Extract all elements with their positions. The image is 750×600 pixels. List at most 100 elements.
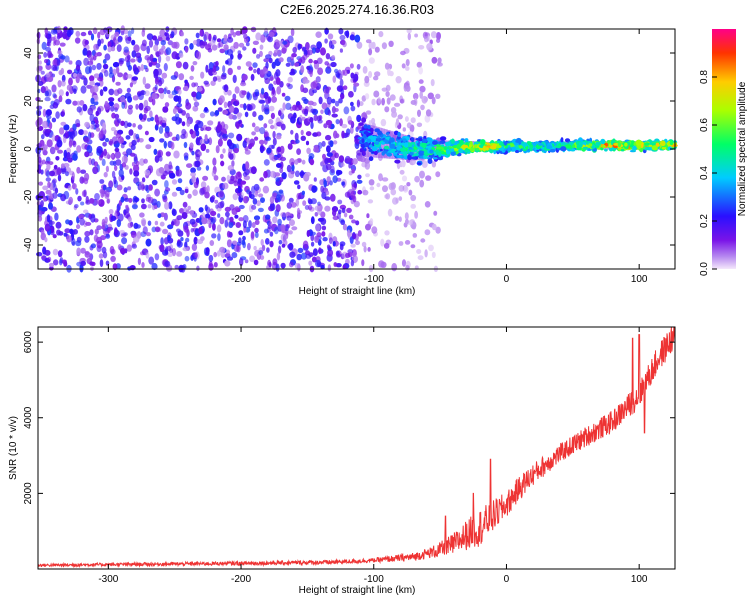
spectrogram-cell <box>103 69 109 77</box>
spectrogram-cell <box>272 130 276 139</box>
spectrogram-cell <box>402 150 408 157</box>
spectrogram-cell <box>315 259 321 268</box>
spectrogram-cell <box>193 101 200 107</box>
spectrogram-cell <box>251 122 256 128</box>
spectrogram-cell <box>271 96 277 103</box>
spectrogram-cell <box>348 214 354 220</box>
spectrogram-cell <box>269 196 275 204</box>
spectrogram-cell <box>253 215 261 221</box>
spectrogram-cell <box>129 58 136 63</box>
spectrogram-cell <box>194 252 198 259</box>
spectrogram-cell <box>303 108 309 117</box>
spectrogram-cell <box>246 91 250 100</box>
spectrogram-cell <box>47 181 51 188</box>
spectrogram-cell <box>160 237 164 246</box>
spectrogram-cell <box>294 132 299 141</box>
spectrogram-cell <box>74 204 79 209</box>
spectrogram-cell <box>307 197 312 204</box>
spectrogram-cell <box>410 100 417 105</box>
spectrogram-cell <box>289 158 295 166</box>
spectrogram-cell <box>343 212 348 218</box>
spectrogram-cell <box>284 95 291 102</box>
spectrogram-cell <box>332 241 336 247</box>
spectrogram-cell <box>141 177 146 183</box>
spectrogram-cell <box>52 234 57 239</box>
spectrogram-cell <box>218 41 224 48</box>
spectrogram-cell <box>141 39 147 47</box>
spectrogram-cell <box>389 137 395 143</box>
spectrogram-cell <box>49 122 53 130</box>
spectrogram-cell <box>293 180 300 185</box>
spectrogram-cell <box>95 127 101 132</box>
spectrogram-cell <box>296 253 303 261</box>
spectrogram-cell <box>368 156 374 162</box>
spectrogram-cell <box>262 67 269 75</box>
spectrogram-cell <box>313 177 317 182</box>
spectrogram-cell <box>55 221 62 229</box>
spectrogram-cell <box>424 35 429 43</box>
spectrogram-cell <box>361 112 367 119</box>
spectrogram-cell <box>211 44 218 51</box>
spectrogram-cell <box>263 58 270 63</box>
spectrogram-cell <box>242 140 247 149</box>
spectrogram-cell <box>59 42 66 47</box>
spectrogram-cell <box>365 110 372 115</box>
spectrogram-cell <box>259 50 263 58</box>
spectrogram-cell <box>474 144 478 148</box>
spectrogram-cell <box>617 141 622 148</box>
spectrogram-cell <box>97 77 104 82</box>
spectrogram-cell <box>108 209 114 215</box>
spectrogram-cell <box>63 124 70 131</box>
spectrogram-cell <box>141 29 146 37</box>
spectrogram-cell <box>245 42 250 47</box>
spectrogram-cell <box>414 175 420 183</box>
spectrogram-cell <box>104 53 111 61</box>
spectrogram-cell <box>94 228 99 235</box>
spectrogram-cell <box>572 144 576 149</box>
x-tick-label: -300 <box>98 574 118 585</box>
spectrogram-cell <box>40 86 46 94</box>
spectrogram-cell <box>402 185 409 193</box>
spectrogram-cell <box>260 197 265 204</box>
spectrogram-cell <box>38 156 42 163</box>
spectrogram-cell <box>320 109 324 115</box>
spectrogram-cell <box>256 200 261 207</box>
spectrogram-cell <box>99 259 104 268</box>
spectrogram-cell <box>239 103 244 108</box>
spectrogram-cell <box>272 137 277 146</box>
spectrogram-cell <box>469 144 472 147</box>
spectrogram-cell <box>99 179 105 184</box>
spectrogram-cell <box>151 226 157 233</box>
spectrogram-cell <box>305 140 310 146</box>
spectrogram-cell <box>224 84 229 93</box>
spectrogram-cell <box>85 221 92 226</box>
spectrogram-cell <box>58 95 63 103</box>
spectrogram-cell <box>117 88 123 94</box>
spectrogram-cell <box>263 159 270 166</box>
spectrogram-cell <box>228 221 234 228</box>
spectrogram-cell <box>208 260 213 267</box>
spectrogram-cell <box>421 142 427 149</box>
spectrogram-cell <box>276 163 282 168</box>
spectrogram-cell <box>222 182 229 190</box>
spectrogram-cell <box>225 211 230 218</box>
spectrogram-cell <box>56 229 61 236</box>
spectrogram-cell <box>88 65 92 74</box>
spectrogram-cell <box>291 226 298 231</box>
spectrogram-cell <box>341 181 345 186</box>
spectrogram-cell <box>306 147 311 154</box>
spectrogram-cell <box>189 209 194 216</box>
spectrogram-cell <box>102 184 107 191</box>
spectrogram-cell <box>117 35 123 43</box>
spectrogram-cell <box>326 176 331 183</box>
spectrogram-cell <box>159 244 165 253</box>
spectrogram-cell <box>241 26 248 34</box>
spectrogram-cell <box>201 217 208 225</box>
spectrogram-cell <box>127 54 131 61</box>
spectrogram-cell <box>158 155 163 162</box>
spectrogram-cell <box>361 259 365 267</box>
spectrogram-cell <box>138 102 144 111</box>
spectrogram-cell <box>325 190 330 196</box>
spectrogram-cell <box>184 38 189 45</box>
spectrogram-cell <box>83 136 90 143</box>
